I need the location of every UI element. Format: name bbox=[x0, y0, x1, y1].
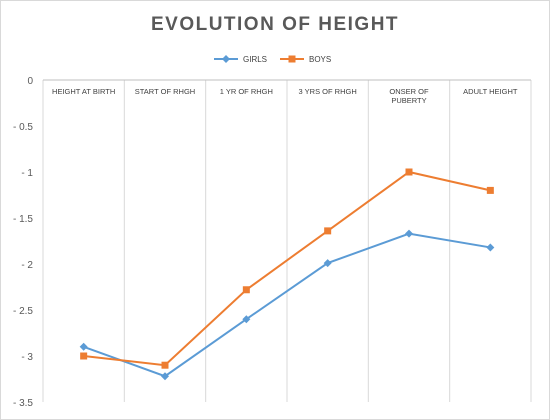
category-label: START OF RHGH bbox=[135, 87, 195, 96]
legend-label-boys: BOYS bbox=[309, 55, 331, 64]
data-point-girls bbox=[323, 259, 332, 268]
chart-title: EVOLUTION OF HEIGHT bbox=[150, 14, 400, 35]
legend-label-girls: GIRLS bbox=[243, 55, 267, 64]
y-tick-label: - 0.5 bbox=[13, 122, 33, 133]
data-point-girls bbox=[242, 315, 251, 324]
series-line-boys bbox=[83, 170, 491, 367]
category-label-line: 1 YR OF RHGH bbox=[220, 87, 273, 96]
data-point-girls bbox=[486, 243, 495, 252]
data-point-boys bbox=[161, 361, 169, 369]
category-label-line: HEIGHT AT BIRTH bbox=[52, 87, 115, 96]
category-label: ONSER OF PUBERTY bbox=[389, 87, 429, 105]
category-label: ADULT HEIGHT bbox=[463, 87, 518, 96]
category-label: HEIGHT AT BIRTH bbox=[52, 87, 115, 96]
y-tick-label: - 1 bbox=[21, 168, 33, 179]
data-point-boys bbox=[242, 286, 250, 294]
data-point-girls bbox=[79, 342, 88, 351]
data-point-boys bbox=[80, 352, 88, 360]
legend-marker-girls bbox=[222, 55, 230, 63]
category-label: 3 YRS OF RHGH bbox=[299, 87, 357, 96]
category-label-line: ONSER OF bbox=[389, 87, 429, 96]
y-tick-label: - 1.5 bbox=[13, 214, 33, 225]
category-label-line: 3 YRS OF RHGH bbox=[299, 87, 357, 96]
data-point-girls bbox=[405, 229, 413, 238]
y-tick-label: 0 bbox=[27, 76, 33, 87]
data-point-boys bbox=[405, 168, 413, 176]
series-line-girls bbox=[83, 232, 491, 378]
category-label-line: ADULT HEIGHT bbox=[463, 87, 518, 96]
y-tick-label: - 3 bbox=[21, 352, 33, 363]
category-label-line: START OF RHGH bbox=[135, 87, 195, 96]
category-label: 1 YR OF RHGH bbox=[220, 87, 273, 96]
data-point-girls bbox=[161, 372, 169, 381]
y-tick-label: - 3.5 bbox=[13, 398, 33, 409]
y-tick-label: - 2 bbox=[21, 260, 33, 271]
category-label-line: PUBERTY bbox=[391, 96, 426, 105]
data-point-boys bbox=[324, 227, 332, 235]
data-point-boys bbox=[486, 186, 494, 194]
y-tick-label: - 2.5 bbox=[13, 306, 33, 317]
legend-marker-boys bbox=[288, 55, 296, 63]
